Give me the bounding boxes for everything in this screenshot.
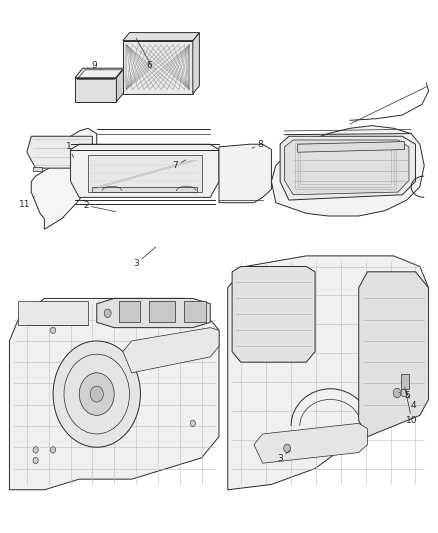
Polygon shape bbox=[75, 68, 124, 78]
Polygon shape bbox=[297, 142, 405, 152]
Text: 2: 2 bbox=[83, 201, 116, 212]
Circle shape bbox=[53, 341, 141, 447]
Polygon shape bbox=[280, 136, 416, 200]
Circle shape bbox=[90, 386, 103, 402]
Polygon shape bbox=[97, 298, 210, 328]
Bar bbox=[401, 374, 410, 389]
Circle shape bbox=[50, 447, 56, 453]
Text: 3: 3 bbox=[133, 247, 156, 268]
Polygon shape bbox=[285, 140, 409, 195]
Polygon shape bbox=[272, 126, 424, 216]
Circle shape bbox=[33, 447, 38, 453]
Text: 7: 7 bbox=[173, 160, 186, 170]
Text: 1: 1 bbox=[66, 142, 74, 158]
Circle shape bbox=[393, 388, 401, 398]
Text: 5: 5 bbox=[399, 391, 410, 400]
Polygon shape bbox=[123, 41, 193, 94]
Polygon shape bbox=[117, 68, 124, 102]
Polygon shape bbox=[123, 328, 219, 373]
Circle shape bbox=[190, 420, 195, 426]
Polygon shape bbox=[75, 78, 117, 102]
Circle shape bbox=[401, 389, 407, 397]
Polygon shape bbox=[193, 33, 199, 94]
Text: 11: 11 bbox=[19, 196, 35, 209]
Polygon shape bbox=[88, 155, 201, 192]
Text: 8: 8 bbox=[252, 140, 263, 149]
Circle shape bbox=[284, 444, 290, 453]
Polygon shape bbox=[10, 298, 219, 490]
Circle shape bbox=[50, 327, 56, 334]
Polygon shape bbox=[33, 166, 42, 171]
Polygon shape bbox=[228, 256, 428, 490]
Polygon shape bbox=[119, 301, 141, 322]
Circle shape bbox=[79, 373, 114, 415]
Text: 10: 10 bbox=[405, 387, 418, 425]
Circle shape bbox=[33, 457, 38, 464]
Polygon shape bbox=[359, 272, 428, 437]
Text: 4: 4 bbox=[407, 394, 416, 410]
Polygon shape bbox=[31, 128, 97, 229]
Text: 9: 9 bbox=[92, 61, 101, 70]
Polygon shape bbox=[123, 33, 199, 41]
Polygon shape bbox=[219, 144, 272, 203]
Text: 3: 3 bbox=[277, 450, 290, 463]
Polygon shape bbox=[184, 301, 206, 322]
Polygon shape bbox=[149, 301, 175, 322]
Polygon shape bbox=[254, 423, 367, 463]
Polygon shape bbox=[92, 187, 197, 192]
Polygon shape bbox=[71, 144, 219, 197]
Text: 6: 6 bbox=[146, 61, 155, 70]
Polygon shape bbox=[27, 136, 92, 168]
Circle shape bbox=[104, 309, 111, 318]
Polygon shape bbox=[232, 266, 315, 362]
Polygon shape bbox=[18, 301, 88, 325]
